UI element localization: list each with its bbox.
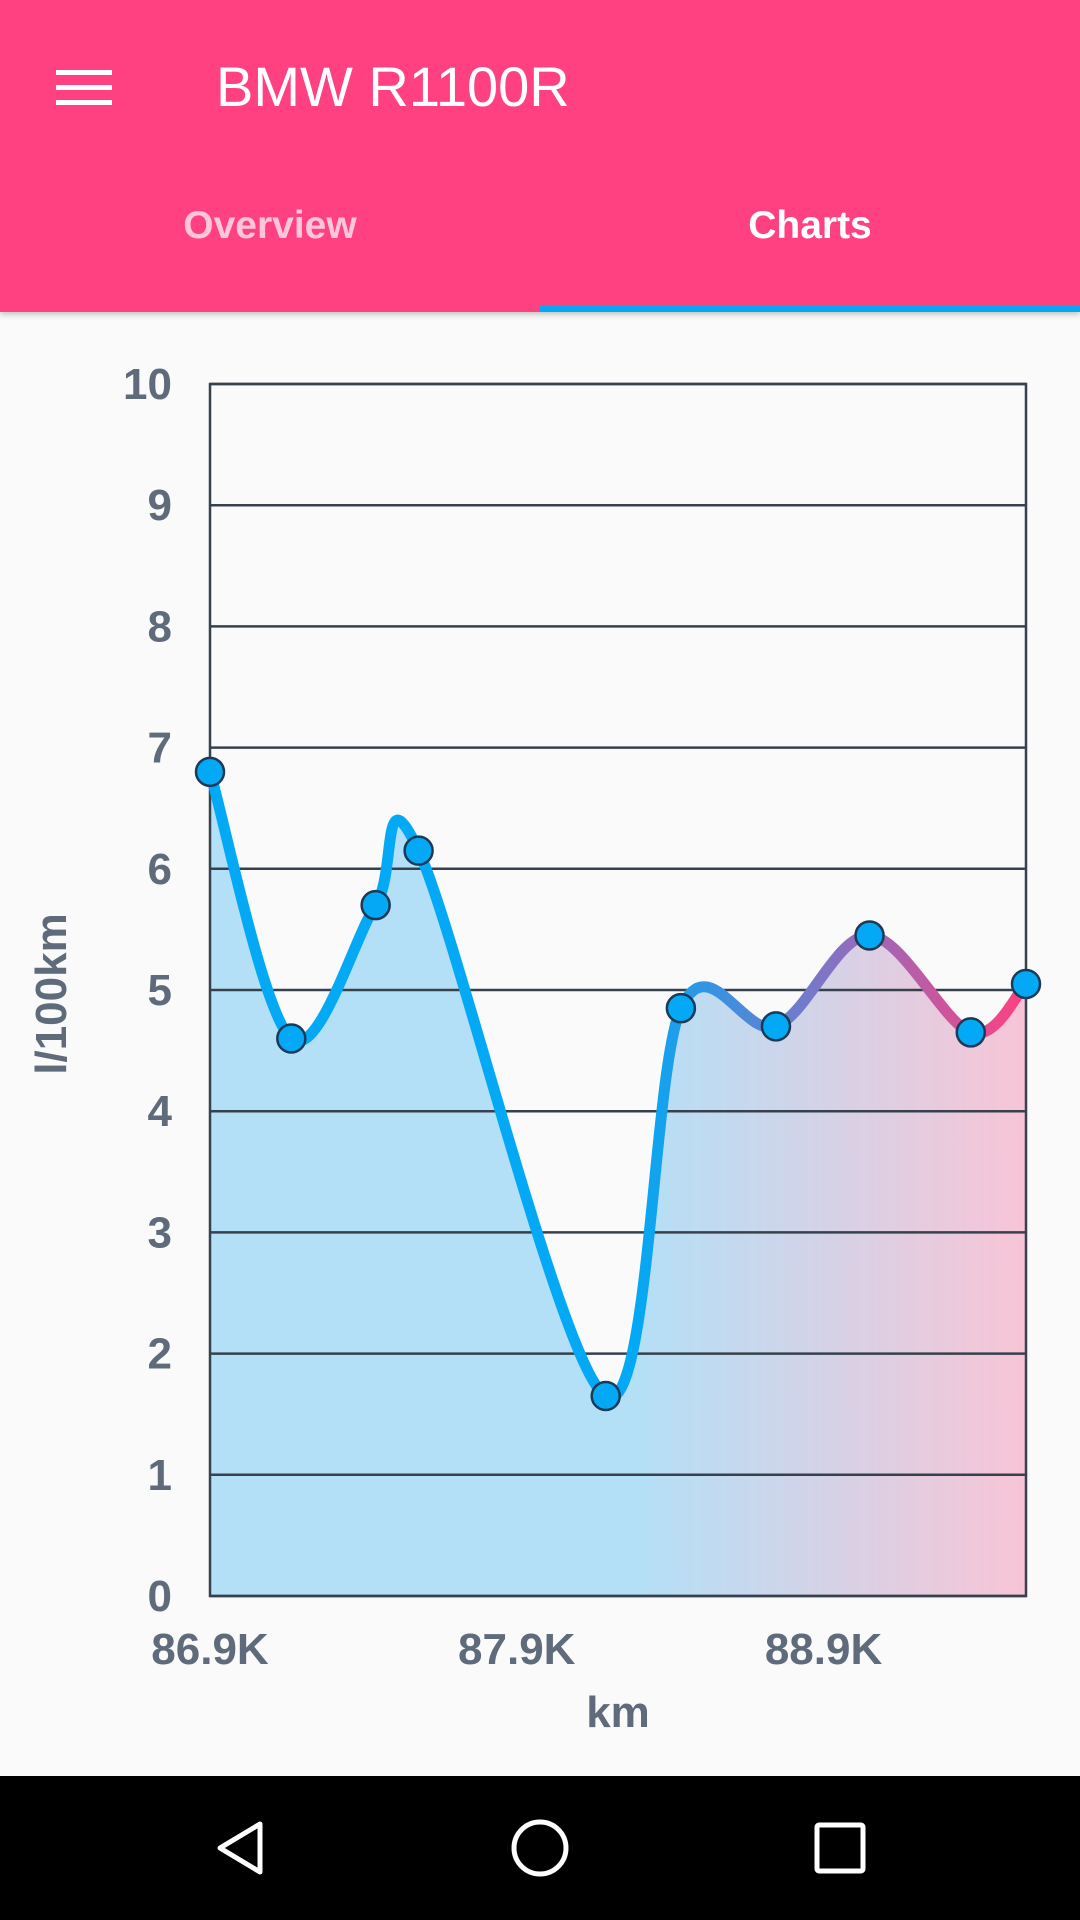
y-tick-label: 9 [148, 481, 172, 530]
y-tick-labels: 0 1 2 3 4 5 6 7 8 9 10 [123, 360, 172, 1621]
data-point[interactable] [276, 1023, 307, 1054]
menu-button[interactable] [40, 44, 128, 132]
data-point[interactable] [403, 835, 434, 866]
tab-charts-label: Charts [748, 204, 872, 247]
data-point[interactable] [194, 756, 226, 788]
x-tick-label: 88.9K [765, 1625, 883, 1674]
point-layer [194, 756, 1042, 1412]
x-tick-labels: 86.9K 87.9K 88.9K [151, 1625, 882, 1674]
x-tick-label: 87.9K [458, 1625, 576, 1674]
app-title: BMW R1100R [216, 55, 570, 118]
y-tick-label: 7 [148, 724, 172, 773]
menu-icon [56, 70, 112, 105]
y-tick-label: 3 [148, 1208, 172, 1257]
y-tick-label: 8 [148, 602, 172, 651]
tab-charts[interactable]: Charts [540, 186, 1080, 312]
recents-icon [814, 1822, 866, 1874]
back-icon [217, 1821, 263, 1875]
data-point[interactable] [760, 1011, 792, 1042]
data-point[interactable] [360, 889, 391, 921]
data-point[interactable] [854, 920, 885, 951]
fuel-consumption-chart[interactable]: 0 1 2 3 4 5 6 7 8 9 10 86.9K 87.9K 88.9K km l/100km [0, 312, 1080, 1776]
tab-overview[interactable]: Overview [0, 186, 540, 312]
y-axis-label: l/100km [27, 913, 76, 1074]
back-button[interactable] [190, 1798, 290, 1898]
y-tick-label: 0 [148, 1572, 172, 1621]
y-tick-label: 6 [148, 845, 172, 894]
y-tick-label: 1 [148, 1451, 172, 1500]
home-button[interactable] [490, 1798, 590, 1898]
tab-indicator [540, 306, 1080, 312]
x-tick-label: 86.9K [151, 1625, 269, 1674]
tab-overview-label: Overview [183, 204, 357, 247]
x-axis-label: km [586, 1688, 650, 1737]
y-tick-label: 10 [123, 360, 172, 409]
y-tick-label: 2 [148, 1330, 172, 1379]
home-icon [511, 1819, 569, 1877]
gridline-layer [208, 382, 1028, 1598]
chart-area-fill [210, 771, 1026, 1596]
recents-button[interactable] [790, 1798, 890, 1898]
y-tick-label: 4 [148, 1087, 173, 1136]
y-tick-label: 5 [148, 966, 172, 1015]
system-navigation-bar [0, 1776, 1080, 1920]
data-point[interactable] [590, 1380, 621, 1412]
app-bar: BMW R1100R Overview Charts [0, 0, 1080, 312]
chart-svg: 0 1 2 3 4 5 6 7 8 9 10 86.9K 87.9K 88.9K km l/100km [27, 360, 1042, 1737]
data-point[interactable] [955, 1017, 987, 1048]
data-point[interactable] [665, 992, 697, 1024]
data-point[interactable] [1010, 968, 1042, 1000]
